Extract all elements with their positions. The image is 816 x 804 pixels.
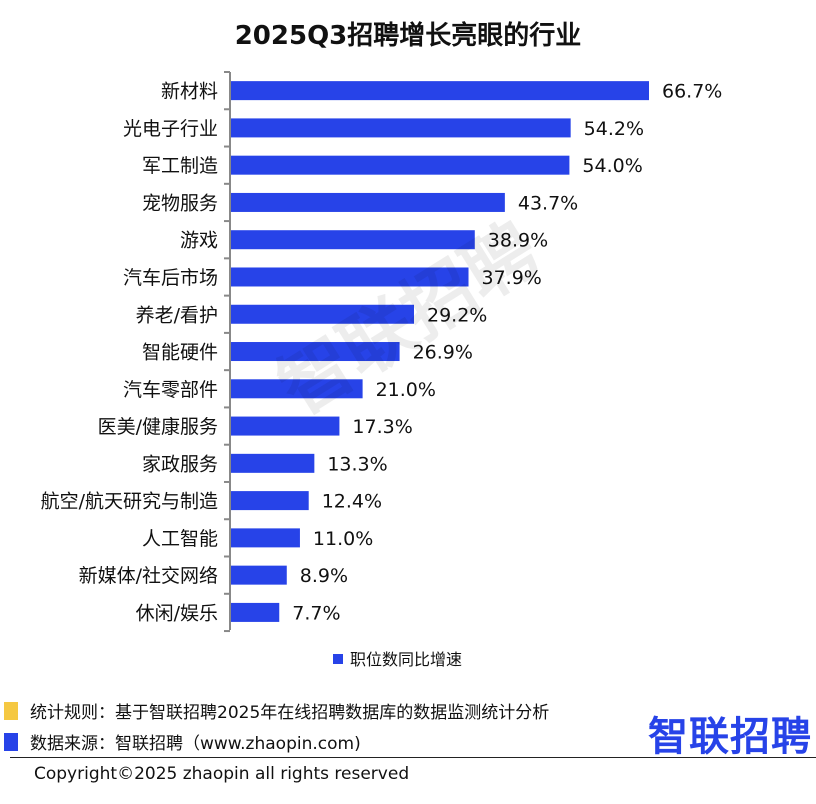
value-label: 12.4% [322,491,382,513]
source-note: 数据来源：智联招聘（www.zhaopin.com) [30,734,361,754]
bar [231,192,505,212]
bar [231,453,315,473]
category-label: 汽车后市场 [123,267,218,289]
value-label: 21.0% [376,379,436,401]
value-label: 66.7% [662,81,722,103]
copyright: Copyright©2025 zhaopin all rights reserv… [34,764,410,784]
category-label: 航空/航天研究与制造 [41,491,218,513]
value-label: 37.9% [482,267,542,289]
value-label: 26.9% [413,342,473,364]
bar [231,565,287,585]
bar-chart: 2025Q3招聘增长亮眼的行业 新材料 66.7% 光电子行业 54.2% 军工制造 54… [41,20,723,669]
category-label: 休闲/娱乐 [136,602,218,624]
value-label: 43.7% [518,192,578,214]
value-label: 17.3% [352,416,412,438]
rule-note: 统计规则：基于智联招聘2025年在线招聘数据库的数据监测统计分析 [30,703,550,723]
source-marker [4,733,18,751]
category-label: 游戏 [180,230,218,252]
bar [231,528,300,548]
legend-swatch [333,654,343,664]
bar [231,342,400,362]
bar [231,602,280,622]
y-axis-ticks [224,71,230,633]
bar [231,118,571,138]
category-label: 养老/看护 [136,304,218,326]
bar [231,379,363,399]
bar [231,416,340,436]
category-label: 汽车零部件 [123,379,218,401]
category-label: 新媒体/社交网络 [79,565,218,587]
value-label: 54.0% [582,155,642,177]
value-label: 54.2% [584,118,644,140]
category-label: 人工智能 [142,528,218,550]
category-label: 宠物服务 [142,192,218,214]
legend-label: 职位数同比增速 [350,650,462,669]
bar [231,304,414,324]
rule-marker [4,702,18,720]
category-label: 军工制造 [142,155,218,177]
value-label: 7.7% [292,602,340,624]
bar [231,267,469,287]
zhaopin-logo: 智联招聘 [648,714,812,760]
category-label: 光电子行业 [123,118,218,140]
value-label: 8.9% [300,565,348,587]
bar [231,230,475,250]
footer-divider [10,757,816,758]
bar [231,81,649,101]
bar [231,155,570,175]
value-label: 13.3% [327,453,387,475]
chart-title: 2025Q3招聘增长亮眼的行业 [235,20,582,51]
value-label: 29.2% [427,304,487,326]
value-label: 11.0% [313,528,373,550]
bar [231,491,309,511]
category-label: 家政服务 [142,453,218,475]
category-label: 新材料 [161,81,218,103]
value-label: 38.9% [488,230,548,252]
category-label: 智能硬件 [142,342,218,364]
category-label: 医美/健康服务 [98,416,218,438]
bars-layer: 新材料 66.7% 光电子行业 54.2% 军工制造 54.0% 宠物服务 43.7% 游戏 38… [41,81,723,625]
